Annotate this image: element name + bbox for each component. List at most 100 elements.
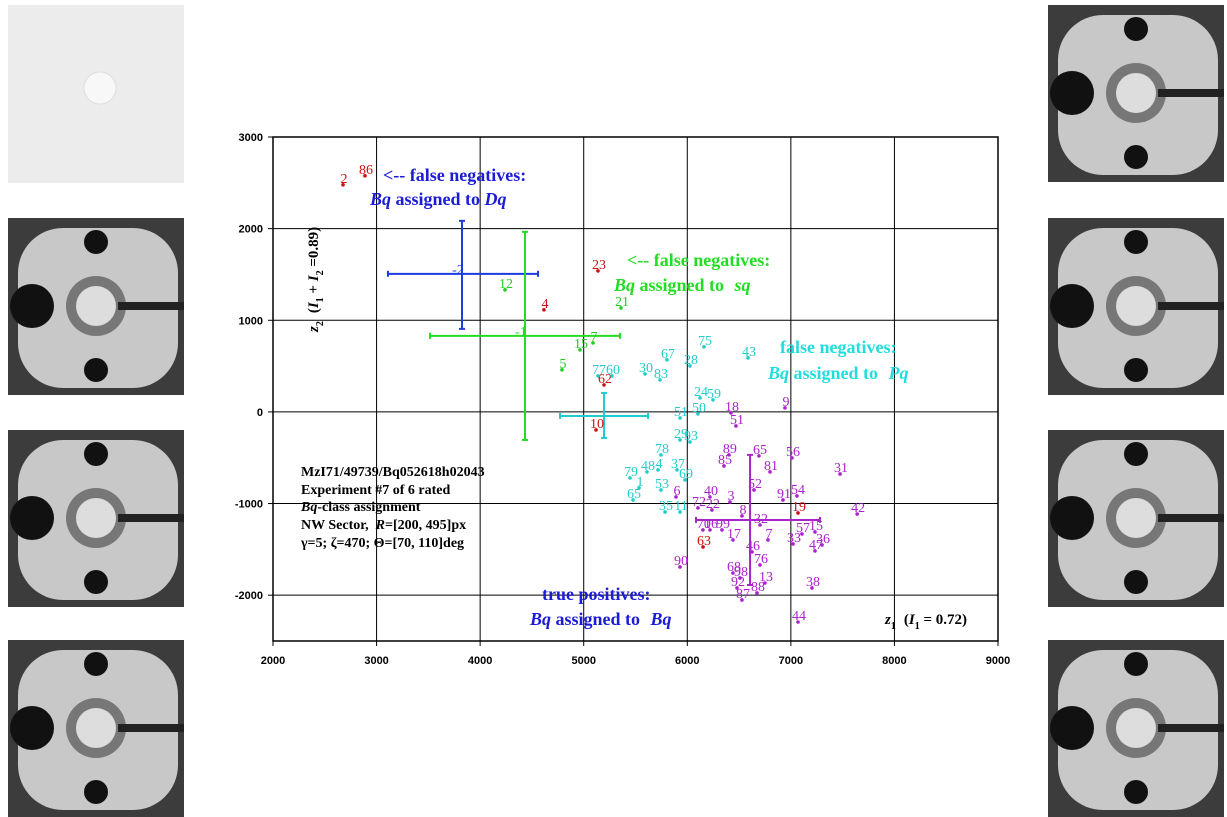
point-label: 57 (796, 521, 810, 536)
point-label: 78 (655, 442, 669, 457)
point (708, 528, 712, 532)
image (1048, 218, 1224, 395)
point-label: 22 (706, 497, 720, 512)
point (678, 510, 682, 514)
point-label: 60 (606, 363, 620, 378)
label-part: ( (306, 308, 322, 313)
point-label: 51 (674, 405, 688, 420)
point-label: 51 (730, 413, 744, 428)
image (1048, 5, 1224, 182)
point (683, 478, 687, 482)
point-label: 5 (559, 357, 566, 372)
point (596, 374, 600, 378)
point-label: 36 (816, 532, 830, 547)
point (763, 581, 767, 585)
point-label: 99 (716, 517, 730, 532)
point-label: 7 (591, 330, 598, 345)
point (698, 396, 702, 400)
point-label: 23 (592, 258, 606, 273)
info-part: NW Sector, (301, 518, 376, 533)
point-label: 21 (615, 295, 629, 310)
point (658, 378, 662, 382)
point-label: 3 (727, 489, 734, 504)
point-label: 4 (655, 457, 662, 472)
image (8, 218, 184, 395)
point (768, 470, 772, 474)
point-label: 72 (692, 495, 706, 510)
point-label: 93 (684, 429, 698, 444)
annotation-part: Pq (888, 363, 909, 383)
annotation: true positives: (542, 584, 650, 604)
point (790, 456, 794, 460)
point-label: 91 (777, 487, 791, 502)
point-label: 4 (541, 297, 548, 312)
point (578, 348, 582, 352)
point (796, 511, 800, 515)
point (637, 486, 641, 490)
annotation: <-- false negatives: (383, 165, 526, 185)
point-label: 75 (698, 334, 712, 349)
y-tick-label: -1000 (235, 499, 263, 511)
point-label: 29 (674, 427, 688, 442)
point (734, 424, 738, 428)
point-label: 44 (792, 609, 806, 624)
point-label: 15 (809, 519, 823, 534)
point-label: 90 (674, 554, 688, 569)
point (619, 306, 623, 310)
point (675, 468, 679, 472)
info-line: Experiment #7 of 6 rated (301, 483, 451, 498)
image (8, 430, 184, 607)
point-label: 37 (671, 457, 685, 472)
annotation-part: assigned to (635, 275, 729, 295)
point (710, 508, 714, 512)
annotation: Bq assigned to Bq (529, 609, 672, 629)
point (728, 500, 732, 504)
point-label: 1 (637, 475, 644, 490)
annotation: Bq assigned to Pq (767, 363, 909, 383)
annotation-part: assigned to (789, 363, 883, 383)
point (795, 494, 799, 498)
point (678, 416, 682, 420)
point-label: 53 (655, 477, 669, 492)
point (602, 383, 606, 387)
point-label: 81 (764, 459, 778, 474)
point (813, 530, 817, 534)
point (746, 356, 750, 360)
point-label: 9 (782, 395, 789, 410)
point-label: 10 (590, 417, 604, 432)
info-part: R (375, 518, 385, 533)
point (783, 406, 787, 410)
point-label: 52 (748, 477, 762, 492)
point (663, 510, 667, 514)
label-part: =0.89) (306, 227, 322, 271)
point (796, 620, 800, 624)
point-label: 18 (725, 400, 739, 415)
point-label: 13 (759, 570, 773, 585)
point-label: 11 (674, 499, 687, 514)
point-label: 7 (765, 527, 772, 542)
label-part: 2 (315, 270, 326, 275)
point-label: 86 (359, 163, 373, 178)
point (731, 538, 735, 542)
point (503, 288, 507, 292)
point-label: 48 (641, 459, 655, 474)
point-label: 68 (727, 560, 741, 575)
point-label: 8 (739, 503, 746, 518)
point-label: 31 (834, 461, 848, 476)
point (659, 488, 663, 492)
point (758, 523, 762, 527)
annotation-part: assigned to (391, 189, 485, 209)
x-tick-label: 5000 (571, 655, 595, 667)
point-label: 43 (742, 345, 756, 360)
cross-label: -2 (452, 263, 464, 278)
point (341, 183, 345, 187)
y-tick-label: 1000 (239, 315, 263, 327)
x-tick-label: 3000 (364, 655, 388, 667)
point-label: 32 (754, 512, 768, 527)
point (855, 512, 859, 516)
annotation: <-- false negatives: (627, 250, 770, 270)
point (678, 565, 682, 569)
info-line: γ=5; ζ=470; Θ=[70, 110]deg (300, 536, 464, 551)
point (755, 591, 759, 595)
